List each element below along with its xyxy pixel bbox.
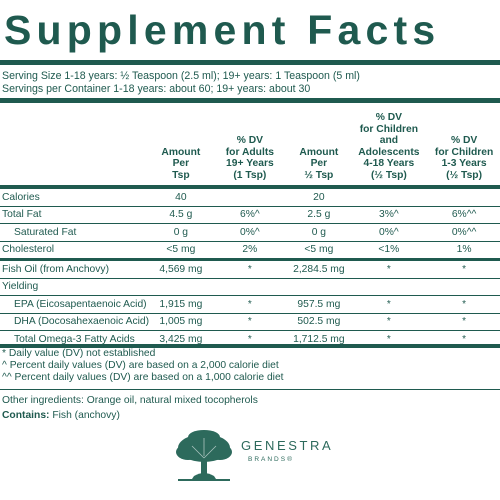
dv-adults: 0%^ bbox=[211, 223, 289, 241]
amount-per-half-tsp: 2,284.5 mg bbox=[288, 258, 350, 278]
amount-per-tsp: 4.5 g bbox=[150, 205, 212, 224]
dv-adults bbox=[211, 277, 289, 296]
amount-per-half-tsp: <5 mg bbox=[288, 240, 350, 260]
amount-per-tsp bbox=[150, 277, 212, 296]
ingredients-rule bbox=[0, 389, 500, 390]
nutrient-name: Total Omega-3 Fatty Acids bbox=[0, 330, 151, 348]
yielding-label: Yielding bbox=[0, 277, 151, 296]
nutrient-name: EPA (Eicosapentaenoic Acid) bbox=[0, 295, 151, 313]
dv-children-adolescents: * bbox=[349, 258, 429, 278]
header-row: Amount Per Tsp % DV for Adults 19+ Years (1 T… bbox=[0, 112, 500, 187]
amount-per-tsp: 3,425 mg bbox=[150, 330, 212, 348]
table-row: EPA (Eicosapentaenoic Acid) 1,915 mg * 9… bbox=[0, 295, 500, 313]
dv-children-1-3: * bbox=[428, 312, 500, 331]
serving-size: Serving Size 1-18 years: ½ Teaspoon (2.5… bbox=[2, 70, 360, 82]
header-dv-children-adolescents: % DV for Children and Adolescents 4-18 Year… bbox=[358, 112, 420, 181]
dv-adults: * bbox=[211, 330, 289, 348]
table-row: Fish Oil (from Anchovy) 4,569 mg * 2,284… bbox=[0, 258, 500, 278]
header-dv-children-1-3: % DV for Children 1-3 Years (½ Tsp) bbox=[434, 135, 494, 181]
dv-children-1-3: * bbox=[428, 295, 500, 313]
dv-children-1-3: 0%^^ bbox=[428, 223, 500, 241]
dv-children-adolescents bbox=[349, 277, 429, 296]
dv-children-adolescents: 3%^ bbox=[349, 205, 429, 224]
dv-adults: * bbox=[211, 312, 289, 331]
genestra-logo: GENESTRA BRANDS® bbox=[166, 428, 336, 492]
amount-per-half-tsp: 1,712.5 mg bbox=[288, 330, 350, 348]
serving-rule bbox=[0, 98, 500, 103]
amount-per-half-tsp: 2.5 g bbox=[288, 205, 350, 224]
servings-per-container: Servings per Container 1-18 years: about… bbox=[2, 83, 311, 95]
contains-line: Contains: Fish (anchovy) bbox=[2, 409, 120, 422]
amount-per-tsp: <5 mg bbox=[150, 240, 212, 260]
dv-children-1-3: 1% bbox=[428, 240, 500, 260]
table-row: Saturated Fat 0 g 0%^ 0 g 0%^ 0%^^ bbox=[0, 223, 500, 241]
amount-per-tsp: 4,569 mg bbox=[150, 258, 212, 278]
footnote-1000-calorie: ^^ Percent daily values (DV) are based o… bbox=[2, 372, 284, 383]
dv-adults: 2% bbox=[211, 240, 289, 260]
dv-children-1-3: * bbox=[428, 330, 500, 348]
dv-adults: 6%^ bbox=[211, 205, 289, 224]
nutrient-name: DHA (Docosahexaenoic Acid) bbox=[0, 312, 151, 331]
table-row: DHA (Docosahexaenoic Acid) 1,005 mg * 50… bbox=[0, 312, 500, 331]
nutrient-name: Saturated Fat bbox=[0, 223, 151, 241]
contains-value: Fish (anchovy) bbox=[49, 410, 120, 421]
dv-adults: * bbox=[211, 258, 289, 278]
nutrient-name: Calories bbox=[0, 185, 151, 206]
footnote-dv-not-established: * Daily value (DV) not established bbox=[2, 348, 156, 359]
facts-table: Amount Per Tsp % DV for Adults 19+ Years (1 T… bbox=[0, 112, 500, 348]
header-amount-per-tsp: Amount Per Tsp bbox=[161, 146, 201, 181]
brand-sub: BRANDS® bbox=[248, 456, 294, 463]
amount-per-half-tsp: 20 bbox=[288, 185, 350, 206]
header-amount-per-half-tsp: Amount Per ½ Tsp bbox=[299, 146, 339, 181]
dv-children-1-3 bbox=[428, 277, 500, 296]
table-row: Yielding bbox=[0, 277, 500, 296]
footnotes: * Daily value (DV) not established ^ Per… bbox=[2, 348, 284, 384]
nutrient-name: Total Fat bbox=[0, 205, 151, 224]
tree-icon bbox=[176, 430, 232, 481]
brand-name: GENESTRA bbox=[241, 438, 334, 453]
amount-per-half-tsp bbox=[288, 277, 350, 296]
amount-per-tsp: 40 bbox=[150, 185, 212, 206]
dv-children-adolescents: <1% bbox=[349, 240, 429, 260]
nutrient-name: Cholesterol bbox=[0, 240, 151, 260]
dv-adults bbox=[211, 185, 289, 206]
dv-children-1-3: 6%^^ bbox=[428, 205, 500, 224]
amount-per-half-tsp: 957.5 mg bbox=[288, 295, 350, 313]
panel-title: Supplement Facts bbox=[4, 7, 441, 53]
dv-children-adolescents: * bbox=[349, 330, 429, 348]
amount-per-half-tsp: 0 g bbox=[288, 223, 350, 241]
dv-children-adolescents: * bbox=[349, 295, 429, 313]
table-row: Calories 40 20 bbox=[0, 185, 500, 206]
dv-children-adolescents: * bbox=[349, 312, 429, 331]
amount-per-tsp: 0 g bbox=[150, 223, 212, 241]
title-rule bbox=[0, 60, 500, 65]
amount-per-half-tsp: 502.5 mg bbox=[288, 312, 350, 331]
amount-per-tsp: 1,005 mg bbox=[150, 312, 212, 331]
dv-children-1-3: * bbox=[428, 258, 500, 278]
footnote-rule bbox=[0, 344, 500, 348]
supplement-facts-panel: Supplement Facts Serving Size 1-18 years… bbox=[0, 7, 500, 422]
table-row: Cholesterol <5 mg 2% <5 mg <1% 1% bbox=[0, 240, 500, 260]
table-row: Total Omega-3 Fatty Acids 3,425 mg * 1,7… bbox=[0, 330, 500, 348]
table-row: Total Fat 4.5 g 6%^ 2.5 g 3%^ 6%^^ bbox=[0, 205, 500, 224]
nutrient-name: Fish Oil (from Anchovy) bbox=[0, 258, 151, 278]
dv-adults: * bbox=[211, 295, 289, 313]
header-dv-adults: % DV for Adults 19+ Years (1 Tsp) bbox=[225, 135, 274, 181]
dv-children-1-3 bbox=[428, 185, 500, 206]
header-nutrient bbox=[0, 112, 150, 187]
dv-children-adolescents bbox=[349, 185, 429, 206]
contains-label: Contains: bbox=[2, 410, 50, 421]
amount-per-tsp: 1,915 mg bbox=[150, 295, 212, 313]
dv-children-adolescents: 0%^ bbox=[349, 223, 429, 241]
footnote-2000-calorie: ^ Percent daily values (DV) are based on… bbox=[2, 360, 279, 371]
other-ingredients: Other ingredients: Orange oil, natural m… bbox=[2, 395, 258, 406]
